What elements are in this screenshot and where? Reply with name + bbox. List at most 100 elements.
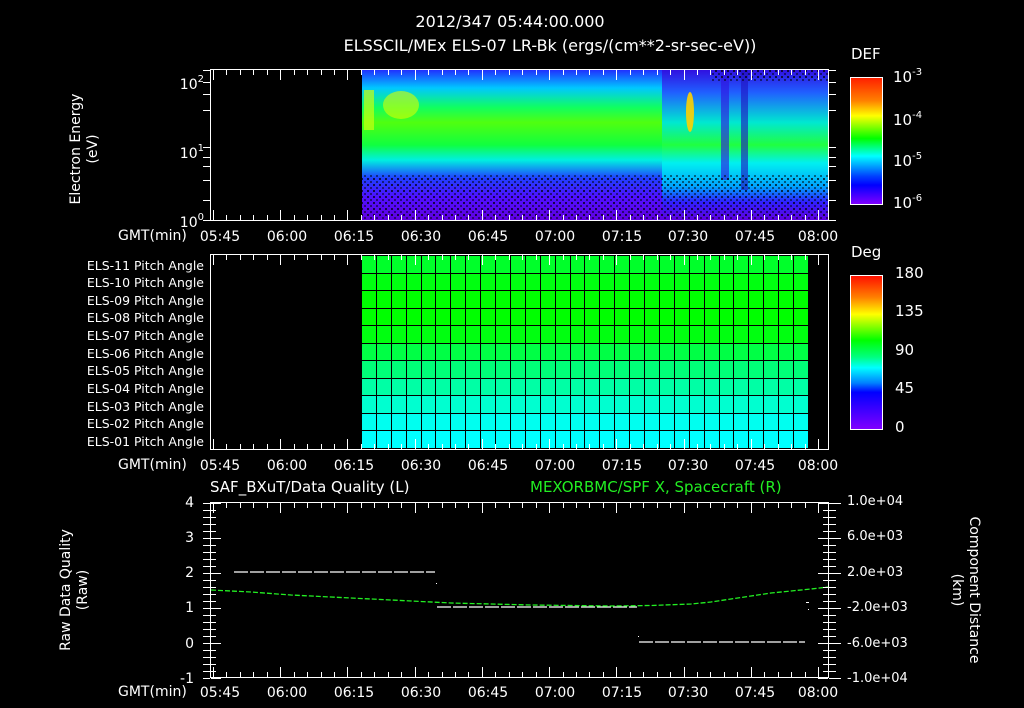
pitch-angle-cell xyxy=(540,291,556,309)
tick-mark xyxy=(805,503,806,508)
pitch-angle-cell xyxy=(391,326,407,344)
tick-mark xyxy=(616,439,617,449)
quality-ytick: -1 xyxy=(180,671,194,687)
pitch-angle-cell xyxy=(764,361,780,379)
pitch-angle-cell xyxy=(674,431,690,449)
tick-mark xyxy=(657,215,658,220)
pitch-angle-cell xyxy=(510,273,526,292)
tick-mark xyxy=(267,672,268,677)
tick-mark xyxy=(829,110,836,111)
pitch-angle-panel xyxy=(210,254,829,450)
xtick-p2: 06:45 xyxy=(467,458,509,474)
pitch-angle-cell xyxy=(451,378,467,397)
pitch-angle-cell xyxy=(645,378,660,397)
tick-mark xyxy=(829,94,836,95)
tick-mark xyxy=(509,215,510,220)
pitch-angle-cell xyxy=(630,396,646,414)
tick-mark xyxy=(388,70,389,75)
tick-mark xyxy=(616,667,617,677)
pitch-angle-cell xyxy=(704,343,720,362)
pitch-angle-cell xyxy=(645,413,660,432)
tick-mark xyxy=(213,439,214,449)
tick-mark xyxy=(829,503,841,504)
pitch-angle-cell xyxy=(570,343,586,362)
pitch-angle-cell xyxy=(659,378,675,397)
tick-mark xyxy=(829,566,836,567)
tick-mark xyxy=(536,215,537,220)
tick-mark xyxy=(829,552,836,553)
tick-mark xyxy=(401,444,402,449)
pitch-angle-cell xyxy=(421,256,437,274)
def-colorbar-tick: 10-6 xyxy=(893,193,923,212)
xtick-p3: 05:45 xyxy=(199,685,241,701)
spacecraft-distance-title: MEXORBMC/SPF X, Spacecraft (R) xyxy=(530,478,782,496)
pitch-angle-cell xyxy=(704,273,720,292)
pitch-angle-cell xyxy=(585,291,601,309)
pitch-angle-cell xyxy=(674,361,690,379)
tick-mark xyxy=(829,559,836,560)
pitch-angle-cell xyxy=(406,413,422,432)
tick-mark xyxy=(388,215,389,220)
pitch-angle-cell xyxy=(421,326,437,344)
pitch-angle-cell xyxy=(391,291,407,309)
pitch-angle-row-label: ELS-08 Pitch Angle xyxy=(86,310,204,325)
pitch-angle-cell xyxy=(659,396,675,414)
xtick-p1: 06:45 xyxy=(467,229,509,245)
tick-mark xyxy=(829,601,836,602)
pitch-angle-cell xyxy=(719,291,735,309)
tick-mark xyxy=(388,672,389,677)
pitch-angle-cell xyxy=(451,343,467,362)
tick-mark xyxy=(829,573,841,574)
pitch-angle-cell xyxy=(600,378,616,397)
deg-colorbar xyxy=(850,275,883,430)
tick-mark xyxy=(657,70,658,75)
tick-mark xyxy=(211,531,216,532)
tick-mark xyxy=(710,444,711,449)
tick-mark xyxy=(374,255,375,260)
tick-mark xyxy=(576,215,577,220)
pitch-angle-cell xyxy=(659,361,675,379)
pitch-angle-cell xyxy=(540,431,556,449)
pitch-angle-cell xyxy=(570,378,586,397)
tick-mark xyxy=(203,657,210,658)
pitch-angle-cell xyxy=(630,343,646,362)
pitch-angle-cell xyxy=(421,308,437,327)
tick-mark xyxy=(536,70,537,75)
pitch-angle-cell xyxy=(749,361,765,379)
tick-mark xyxy=(211,636,216,637)
tick-mark xyxy=(361,255,362,260)
tick-mark xyxy=(823,545,828,546)
tick-mark xyxy=(482,210,483,220)
pitch-angle-cell xyxy=(645,431,660,449)
pitch-angle-cell xyxy=(630,308,646,327)
tick-mark xyxy=(203,94,210,95)
pitch-angle-cell xyxy=(376,343,392,362)
pitch-angle-cell xyxy=(749,273,765,292)
pitch-angle-cell xyxy=(734,396,750,414)
tick-mark xyxy=(267,215,268,220)
pitch-angle-cell xyxy=(362,431,377,449)
xtick-p2: 07:30 xyxy=(667,458,709,474)
pitch-angle-cell xyxy=(466,291,482,309)
pitch-angle-cell xyxy=(540,413,556,432)
pitch-angle-cell xyxy=(525,326,541,344)
tick-mark xyxy=(321,444,322,449)
deg-colorbar-tick: 135 xyxy=(895,302,924,320)
tick-mark xyxy=(778,215,779,220)
tick-mark xyxy=(347,667,348,677)
tick-mark xyxy=(724,70,725,75)
pitch-angle-cell xyxy=(362,343,377,362)
tick-mark xyxy=(522,444,523,449)
tick-mark xyxy=(321,255,322,260)
tick-mark xyxy=(823,517,828,518)
distance-ytick: 6.0e+03 xyxy=(847,529,904,544)
tick-mark xyxy=(374,444,375,449)
pitch-angle-cell xyxy=(585,343,601,362)
tick-mark xyxy=(307,672,308,677)
pitch-angle-cell xyxy=(436,256,452,274)
tick-mark xyxy=(823,510,828,511)
tick-mark xyxy=(710,255,711,260)
x-axis-label-panel2: GMT(min) xyxy=(118,457,187,473)
pitch-angle-cell xyxy=(615,256,631,274)
pitch-angle-cell xyxy=(719,378,735,397)
